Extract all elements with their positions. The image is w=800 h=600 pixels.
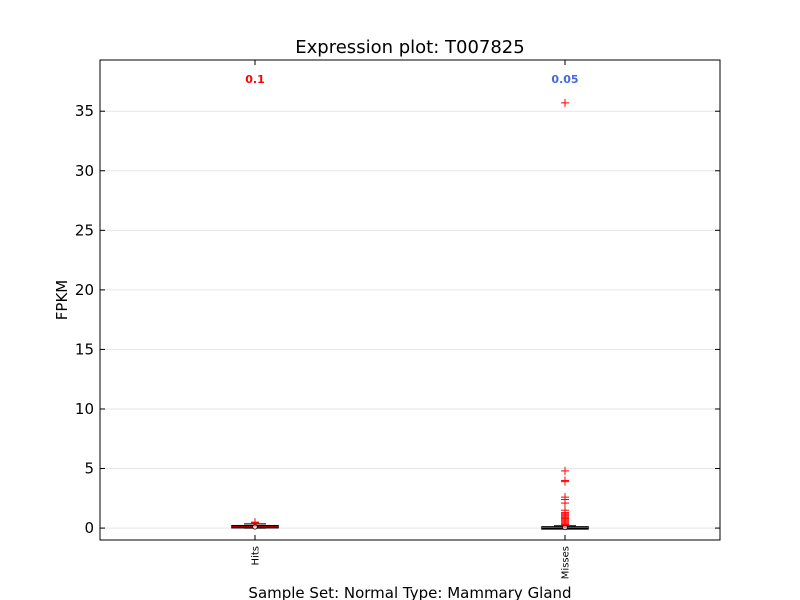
y-tick-label: 15 [75, 340, 94, 358]
box-plots [231, 98, 589, 531]
y-axis-label: FPKM [53, 280, 71, 320]
y-tick-label: 25 [75, 221, 94, 239]
outlier-point [561, 506, 569, 515]
y-axis-ticks: 0 5 10 15 20 25 30 35 [75, 102, 720, 537]
x-category-label: Misses [561, 546, 572, 579]
y-tick-label: 35 [75, 102, 94, 120]
y-tick-label: 30 [75, 162, 94, 180]
y-tick-label: 10 [75, 400, 94, 418]
outlier-point [561, 466, 569, 475]
box-plot-misses [541, 98, 589, 531]
y-tick-label: 20 [75, 281, 94, 299]
plot-area-frame [99, 59, 721, 541]
y-tick-label: 5 [84, 460, 94, 478]
box-annotations: 0.1 0.05 [245, 73, 578, 86]
chart-title: Expression plot: T007825 [295, 37, 524, 58]
box-annotation-label: 0.05 [551, 73, 578, 86]
outlier-point [251, 518, 259, 527]
outlier-point [561, 98, 569, 107]
x-axis-label: Sample Set: Normal Type: Mammary Gland [248, 584, 571, 600]
outlier-point [561, 476, 569, 485]
box-annotation-label: 0.1 [245, 73, 265, 86]
gridlines [100, 110, 720, 529]
x-axis-categories: Hits Misses [251, 60, 572, 579]
y-tick-label: 0 [84, 519, 94, 537]
outlier-point [561, 493, 569, 502]
box-plot-hits [231, 518, 279, 530]
x-category-label: Hits [251, 546, 262, 565]
